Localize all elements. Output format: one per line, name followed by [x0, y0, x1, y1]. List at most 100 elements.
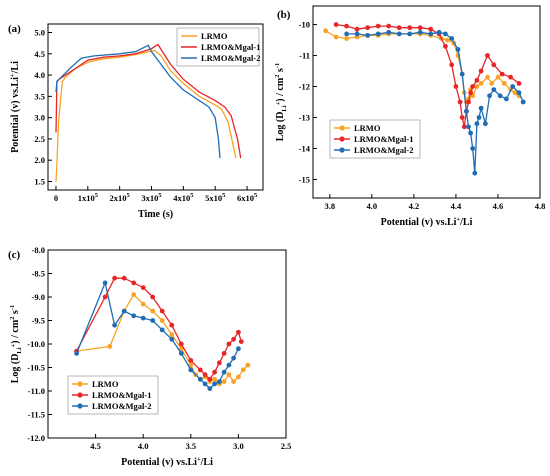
y-tick-label: -11.0	[28, 386, 45, 396]
data-point	[491, 62, 497, 68]
data-point	[354, 31, 360, 37]
x-tick-label: 4x105	[173, 192, 194, 203]
x-tick-label: 4.8	[535, 201, 546, 211]
data-point	[231, 355, 237, 361]
legend-label: LRMO	[354, 123, 381, 133]
data-point	[150, 294, 156, 300]
series-2	[74, 275, 244, 382]
data-point	[499, 71, 505, 77]
data-point	[472, 170, 478, 176]
data-point	[150, 308, 156, 314]
y-tick-label: -14	[299, 143, 311, 153]
x-tick-label: 5x105	[205, 192, 226, 203]
legend-marker	[339, 125, 345, 131]
data-point	[217, 360, 222, 366]
data-point	[455, 47, 461, 52]
panel-label: (a)	[8, 23, 21, 35]
data-point	[375, 31, 381, 37]
data-point	[417, 29, 423, 35]
data-point	[508, 74, 513, 80]
data-point	[491, 87, 497, 92]
y-tick-label: -12	[299, 82, 310, 92]
series-3	[74, 280, 241, 391]
y-tick-label: 2.5	[34, 134, 45, 144]
data-point	[231, 336, 237, 342]
x-axis-label: Potential (v) vs.Li+/Li	[121, 456, 213, 468]
y-tick-label: -8.0	[32, 245, 45, 255]
x-tick-label: 2x105	[110, 192, 131, 203]
data-point	[102, 280, 108, 286]
data-point	[226, 341, 232, 347]
legend-marker	[77, 403, 83, 409]
data-point	[453, 84, 459, 89]
y-tick-label: -9.0	[32, 292, 45, 302]
data-point	[344, 36, 349, 41]
data-point	[344, 31, 349, 37]
data-point	[221, 379, 227, 384]
data-point	[207, 376, 213, 382]
data-point	[159, 308, 165, 314]
y-tick-label: -10.0	[27, 339, 45, 349]
data-point	[159, 318, 165, 323]
data-point	[107, 344, 113, 349]
x-tick-label: 4.0	[138, 441, 149, 451]
data-point	[169, 336, 175, 342]
legend-label: LRMO&Mgal-1	[92, 390, 152, 400]
data-point	[226, 372, 232, 377]
data-point	[178, 341, 184, 347]
x-tick-label: 3.8	[325, 201, 336, 211]
data-point	[407, 31, 413, 37]
legend-label: LRMO&Mgal-1	[354, 134, 414, 144]
y-tick-label: -12.0	[27, 433, 45, 443]
data-point	[207, 386, 213, 391]
y-tick-label: -9.5	[32, 316, 45, 326]
x-tick-label: 3.0	[233, 441, 244, 451]
data-point	[470, 146, 476, 151]
data-point	[188, 358, 194, 363]
data-point	[131, 280, 137, 286]
data-point	[489, 81, 495, 86]
legend-label: LRMO&Mgal-2	[201, 53, 261, 63]
y-tick-label: 3.5	[34, 91, 45, 101]
data-point	[231, 379, 237, 384]
data-point	[74, 351, 79, 356]
y-tick-label: 4.5	[34, 49, 45, 59]
data-point	[474, 84, 480, 89]
legend-marker	[339, 136, 345, 142]
y-tick-label: 4.0	[34, 70, 45, 80]
data-point	[478, 105, 484, 111]
data-point	[121, 275, 127, 281]
data-point	[212, 381, 218, 387]
panel-label: (c)	[8, 249, 21, 261]
data-point	[112, 322, 117, 328]
legend-label: LRMO	[92, 379, 119, 389]
chart-panel-1: (a) 0 1x105 2x105 3x105 4x105 5x105 6x105 1.5 2.0…	[8, 23, 264, 220]
data-point	[344, 23, 349, 29]
data-point	[520, 99, 526, 105]
data-point	[140, 315, 146, 321]
data-point	[485, 53, 490, 58]
legend-marker	[339, 147, 345, 153]
x-tick-label: 4.0	[367, 201, 378, 211]
series-line	[55, 44, 221, 159]
data-point	[478, 81, 484, 86]
data-point	[386, 29, 392, 35]
y-axis-label: Potential (v) vs.Li+/Li	[9, 61, 21, 153]
data-point	[212, 376, 218, 382]
data-point	[478, 68, 484, 74]
data-point	[323, 28, 328, 34]
data-point	[449, 36, 455, 41]
series-line	[76, 293, 249, 385]
data-point	[159, 327, 165, 333]
data-point	[461, 124, 467, 130]
series-line	[336, 23, 520, 128]
data-point	[449, 62, 455, 68]
data-point	[121, 308, 127, 314]
data-point	[386, 23, 392, 29]
y-tick-label: -11.5	[28, 410, 45, 420]
data-point	[428, 31, 434, 37]
legend-label: LRMO	[201, 31, 228, 41]
data-point	[466, 124, 471, 130]
data-point	[466, 99, 471, 105]
legend-marker	[77, 392, 83, 398]
